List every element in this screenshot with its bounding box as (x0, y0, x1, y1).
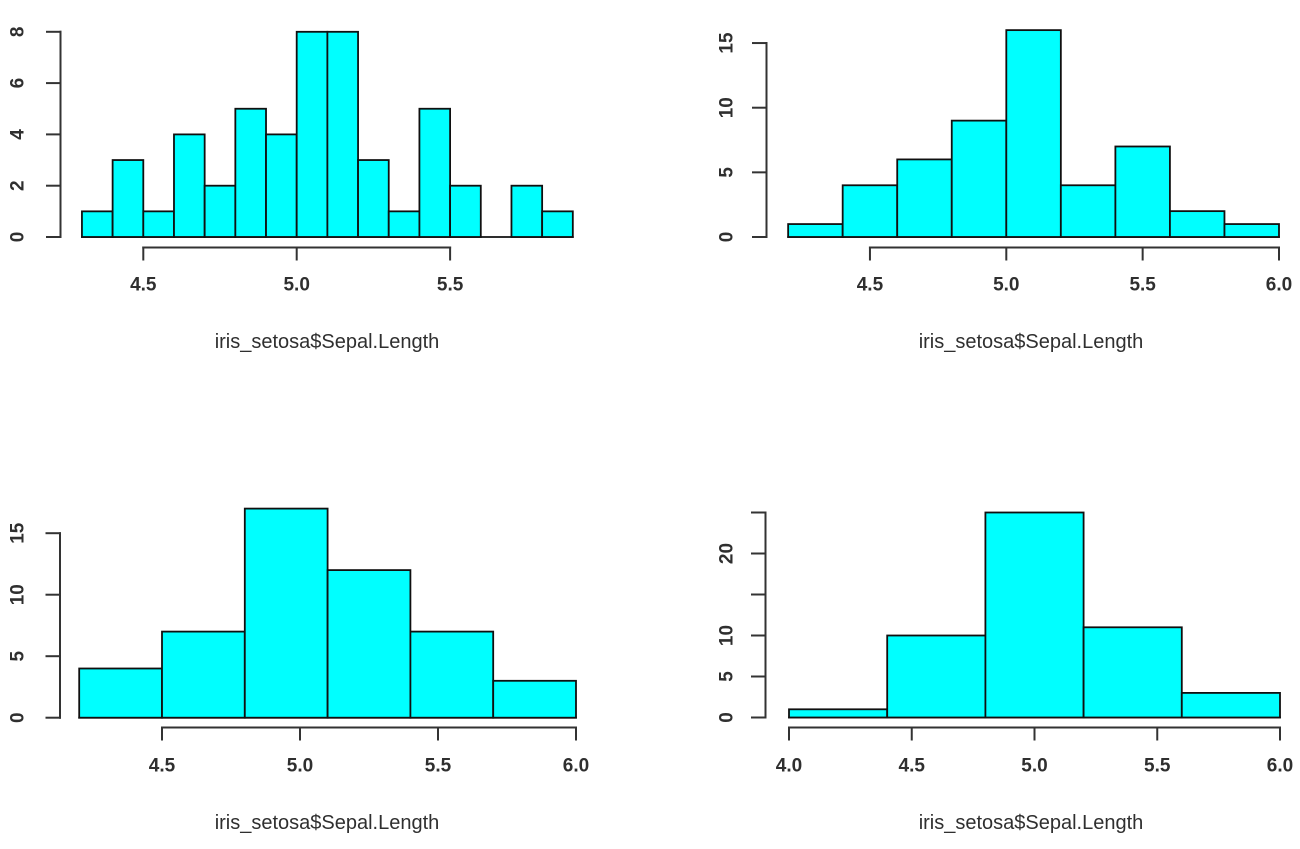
x-tick-label: 5.0 (283, 275, 309, 296)
y-tick-label: 5 (717, 167, 738, 178)
histogram-bar (449, 184, 482, 238)
x-tick-label: 6.0 (563, 756, 589, 777)
x-tick-label: 5.5 (1129, 275, 1156, 296)
histogram-bar (1082, 626, 1183, 719)
x-tick-label: 4.0 (776, 756, 802, 777)
x-tick-label: 4.5 (857, 275, 884, 296)
y-tick-label: 8 (8, 27, 29, 38)
histogram-bar (326, 569, 412, 719)
histogram-bar (295, 30, 329, 238)
histogram-bar (1223, 223, 1280, 238)
y-tick-label: 2 (8, 180, 29, 191)
histogram-bar (142, 210, 175, 238)
x-tick-label: 4.5 (130, 275, 157, 296)
histogram-bar (265, 133, 298, 238)
histogram-bar (234, 107, 267, 238)
y-tick-label: 15 (8, 522, 29, 544)
histogram-bar (387, 210, 421, 238)
histogram-bar (326, 30, 359, 238)
histogram-bar (243, 507, 329, 719)
histogram-bar (111, 159, 145, 238)
histogram-bar (886, 634, 987, 719)
histogram-bar (1180, 692, 1281, 719)
histogram-bar (984, 511, 1085, 719)
histogram-panel-bottom-left-histogram: 0 5 10 15 4.5 5.0 5.5 6.0 iris_setosa$Sepal.Leng… (8, 507, 589, 834)
histogram-bar (950, 119, 1008, 238)
x-tick-label: 5.0 (287, 756, 313, 777)
y-tick-label: 5 (8, 650, 29, 661)
histogram-bar (418, 107, 452, 238)
histogram-bar (78, 667, 163, 719)
histogram-bar (541, 210, 574, 238)
y-tick-label: 6 (8, 78, 29, 89)
x-tick-label: 6.0 (1266, 275, 1292, 296)
histogram-bar (409, 630, 495, 719)
histogram-panel-top-right-histogram: 0 5 10 15 4.5 5.0 5.5 6.0 iris_setosa$Sepal.Leng… (717, 29, 1292, 353)
x-tick-label: 4.5 (899, 756, 926, 777)
x-tick-label: 4.5 (149, 756, 176, 777)
histogram-panel-bottom-right-histogram: 0 5 10 20 4.0 4.5 5.0 5.5 6.0 iris_setosa$Sepal.L… (717, 511, 1293, 834)
histogram-bar (357, 159, 390, 238)
y-tick-label: 0 (8, 712, 29, 723)
x-axis-title: iris_setosa$Sepal.Length (919, 331, 1144, 353)
y-tick-label: 10 (8, 584, 29, 605)
y-tick-label: 0 (717, 232, 738, 243)
histogram-bar (81, 210, 114, 238)
histogram-panel-top-left-histogram: 0 2 4 6 8 4.5 5.0 5.5 iris_setosa$Sepal.Length (8, 27, 574, 353)
y-tick-label: 10 (717, 625, 738, 646)
y-tick-label: 5 (717, 671, 738, 682)
histogram-bar (161, 630, 246, 719)
histogram-bar (173, 133, 206, 238)
histogram-bar (788, 708, 889, 719)
y-tick-label: 0 (717, 712, 738, 723)
histogram-bar (1169, 210, 1226, 238)
histogram-bar (787, 223, 844, 238)
x-tick-label: 5.0 (993, 275, 1019, 296)
histogram-bar (1059, 184, 1117, 238)
histogram-bar (841, 184, 899, 238)
y-tick-label: 0 (8, 232, 29, 243)
x-tick-label: 5.5 (437, 275, 464, 296)
histogram-bar (1114, 145, 1171, 238)
x-axis-title: iris_setosa$Sepal.Length (919, 812, 1144, 834)
x-axis-title: iris_setosa$Sepal.Length (215, 331, 440, 353)
x-tick-label: 6.0 (1267, 756, 1293, 777)
y-tick-label: 10 (717, 97, 738, 118)
x-axis-title: iris_setosa$Sepal.Length (215, 812, 440, 834)
histogram-bar (896, 158, 953, 238)
y-tick-label: 15 (717, 32, 738, 54)
histogram-bar (1005, 29, 1062, 238)
histogram-bar (492, 679, 577, 719)
histogram-bar (203, 184, 237, 238)
x-tick-label: 5.5 (425, 756, 452, 777)
y-tick-label: 20 (717, 543, 738, 564)
y-tick-label: 4 (8, 129, 29, 140)
x-tick-label: 5.0 (1021, 756, 1047, 777)
histogram-bar (510, 184, 544, 238)
x-tick-label: 5.5 (1144, 756, 1171, 777)
